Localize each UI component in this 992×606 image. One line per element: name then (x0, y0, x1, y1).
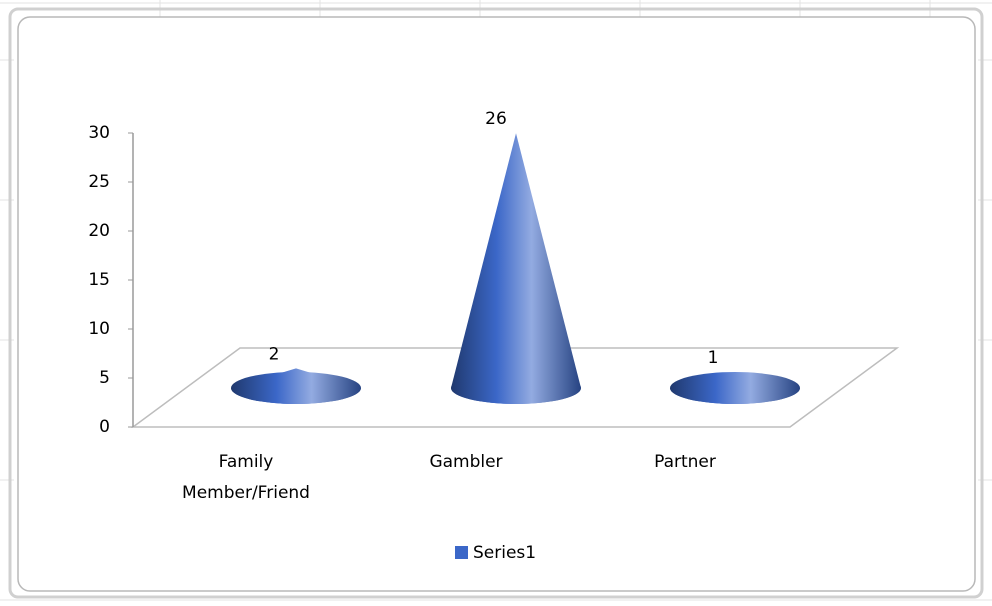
cone (670, 378, 800, 404)
legend-swatch (455, 546, 468, 559)
cone (231, 368, 361, 404)
legend-label: Series1 (473, 543, 536, 563)
y-tick-label: 10 (88, 319, 110, 339)
y-tick-label: 15 (88, 270, 110, 290)
outer-frame (8, 7, 984, 599)
cone (451, 133, 581, 404)
x-tick-label: Gambler (429, 452, 503, 472)
y-tick-label: 0 (99, 417, 110, 437)
x-tick-label: Partner (654, 452, 716, 472)
data-label: 2 (269, 344, 280, 364)
x-tick-label: Family Member/Friend (182, 452, 310, 503)
data-label: 26 (485, 109, 507, 129)
y-tick-label: 5 (99, 368, 110, 388)
y-tick-label: 30 (88, 123, 110, 143)
data-label: 1 (708, 348, 719, 368)
y-tick-label: 20 (88, 221, 110, 241)
y-tick-label: 25 (88, 172, 110, 192)
